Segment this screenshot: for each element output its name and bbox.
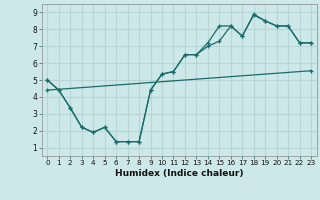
X-axis label: Humidex (Indice chaleur): Humidex (Indice chaleur) [115, 169, 244, 178]
